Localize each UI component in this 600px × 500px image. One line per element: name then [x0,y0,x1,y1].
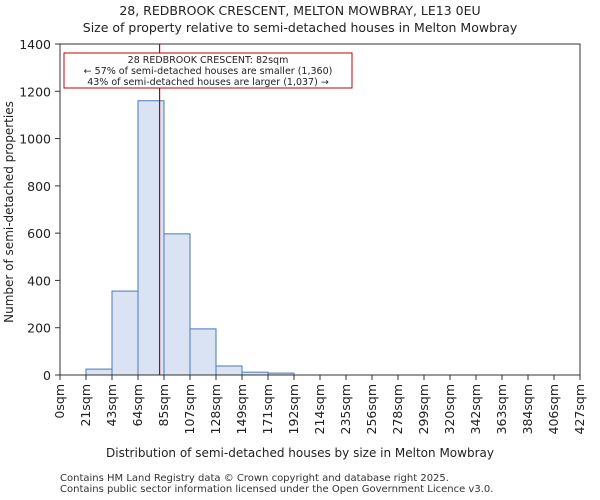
x-tick-label: 85sqm [156,384,171,427]
y-tick-label: 600 [27,226,51,241]
x-tick-label: 384sqm [520,384,535,434]
histogram-bar [85,368,113,376]
y-tick-label: 1400 [19,37,51,52]
annotation-frame [63,52,353,89]
x-tick-label: 256sqm [364,384,379,434]
histogram-bar [111,290,139,376]
x-tick-label: 406sqm [546,384,561,434]
x-axis-label: Distribution of semi-detached houses by … [106,446,494,460]
histogram-bar [163,233,191,376]
x-tick-label: 342sqm [468,384,483,434]
x-axis: 0sqm 21sqm 43sqm 64sqm 85sqm 107sqm 128sqm 149s… [52,375,587,434]
x-tick-label: 21sqm [78,384,93,427]
footer-line-2: Contains public sector information licen… [60,484,494,495]
y-tick-label: 0 [43,368,51,383]
x-tick-label: 427sqm [572,384,587,434]
y-axis: 0 200 400 600 800 1000 1200 1400 [19,37,60,383]
x-tick-label: 235sqm [338,384,353,434]
x-tick-label: 128sqm [208,384,223,434]
x-tick-label: 320sqm [442,384,457,434]
x-tick-label: 107sqm [182,384,197,434]
x-tick-label: 64sqm [130,384,145,427]
histogram-bar [215,365,243,376]
x-tick-label: 278sqm [390,384,405,434]
footer-line-1: Contains HM Land Registry data © Crown c… [60,473,449,484]
annotation-line-1: 28 REDBROOK CRESCENT: 82sqm [128,55,289,66]
x-tick-label: 171sqm [260,384,275,434]
x-tick-label: 299sqm [416,384,431,434]
x-tick-label: 214sqm [312,384,327,434]
y-tick-label: 1200 [19,84,51,99]
chart-subtitle: Size of property relative to semi-detach… [82,20,518,35]
histogram-bar [189,328,217,376]
y-axis-label: Number of semi-detached properties [2,101,16,323]
x-tick-label: 43sqm [104,384,119,427]
annotation-box: 28 REDBROOK CRESCENT: 82sqm ← 57% of sem… [63,52,353,89]
x-tick-label: 0sqm [52,384,67,419]
y-tick-label: 800 [27,179,51,194]
bars-group [85,100,295,376]
chart-title: 28, REDBROOK CRESCENT, MELTON MOWBRAY, L… [119,3,481,18]
y-tick-label: 1000 [19,132,51,147]
x-tick-label: 149sqm [234,384,249,434]
annotation-line-2: ← 57% of semi-detached houses are smalle… [84,66,333,77]
y-tick-label: 200 [27,321,51,336]
annotation-line-3: 43% of semi-detached houses are larger (… [87,77,329,88]
x-tick-label: 363sqm [494,384,509,434]
x-tick-label: 192sqm [286,384,301,434]
y-tick-label: 400 [27,273,51,288]
